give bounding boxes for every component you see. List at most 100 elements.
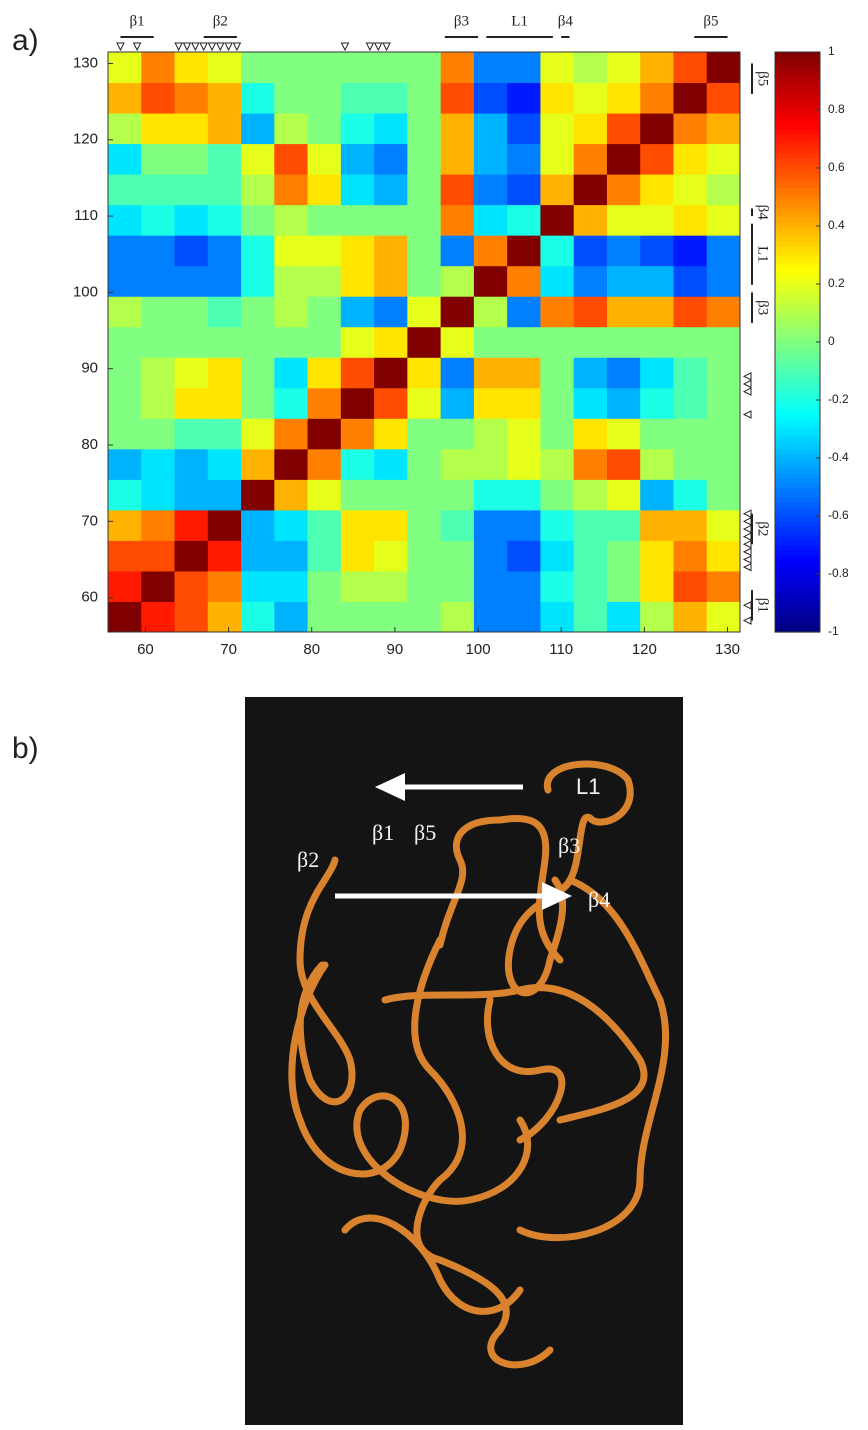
colorbar-segment [775,511,820,516]
heatmap-cell [374,83,408,114]
heatmap-cell [141,113,175,144]
heatmap-cell [407,571,441,602]
colorbar-segment [775,526,820,531]
colorbar-segment [775,226,820,231]
heatmap-cell [208,388,242,419]
colorbar-tick-label: -0.2 [828,392,849,406]
colorbar-segment [775,105,820,110]
heatmap-cell [507,174,541,205]
heatmap-cell [707,601,741,632]
colorbar-tick-label: 0.4 [828,218,845,232]
heatmap-cell [574,601,608,632]
heatmap-cell [474,449,508,480]
heatmap-cell [374,52,408,83]
heatmap-cell [574,235,608,266]
heatmap-cell [241,52,275,83]
heatmap-cell [407,144,441,175]
heatmap-cell [308,601,342,632]
heatmap-cell [208,510,242,541]
colorbar-segment [775,410,820,415]
heatmap-cell [141,357,175,388]
heatmap-cell [274,174,308,205]
heatmap-cell [208,571,242,602]
heatmap-cell [640,205,674,236]
heatmap-cell [407,357,441,388]
marker [208,43,215,50]
colorbar-segment [775,279,820,284]
heatmap-cell [673,510,707,541]
heatmap-cell [640,327,674,358]
structure-label: β1 [130,13,145,29]
structure-label: β4 [558,13,574,29]
marker [217,43,224,50]
structure-label: L1 [755,246,771,263]
heatmap-cell [341,540,375,571]
heatmap-cell [208,113,242,144]
marker [184,43,191,50]
heatmap-cell [474,144,508,175]
heatmap-cell [640,174,674,205]
heatmap-cell [540,571,574,602]
colorbar-segment [775,274,820,279]
colorbar-segment [775,216,820,221]
heatmap-cell [574,479,608,510]
colorbar-segment [775,337,820,342]
colorbar-segment [775,589,820,594]
heatmap-cell [574,357,608,388]
heatmap-cell [540,296,574,327]
heatmap-cell [607,510,641,541]
heatmap-cell [175,449,209,480]
heatmap-cell [607,357,641,388]
heatmap-cell [474,357,508,388]
marker [744,380,751,387]
heatmap-cell [108,418,142,449]
marker [744,518,751,525]
heatmap-cell [474,235,508,266]
heatmap-cell [175,327,209,358]
heatmap-cell [274,571,308,602]
heatmap-cell [707,540,741,571]
marker [233,43,240,50]
heatmap-cell [474,113,508,144]
x-tick-label: 100 [466,641,491,658]
heatmap-cell [407,174,441,205]
heatmap-cell [241,174,275,205]
heatmap-cell [241,235,275,266]
heatmap-cell [374,357,408,388]
colorbar-segment [775,352,820,357]
heatmap-cell [241,449,275,480]
colorbar-segment [775,342,820,347]
marker [744,548,751,555]
heatmap-cell [640,479,674,510]
heatmap-cell [540,510,574,541]
heatmap-cell [341,510,375,541]
heatmap-cell [441,479,475,510]
heatmap-cell [241,388,275,419]
heatmap-cell [341,388,375,419]
heatmap-cell [175,144,209,175]
colorbar-segment [775,149,820,154]
page: a) b) 6070809010011012013060708090100110… [0,0,868,1425]
colorbar-segment [775,371,820,376]
heatmap-cell [208,266,242,297]
heatmap-cell [707,205,741,236]
colorbar-segment [775,120,820,125]
colorbar-segment [775,564,820,569]
heatmap-cell [108,571,142,602]
heatmap-cell [208,174,242,205]
colorbar-segment [775,255,820,260]
heatmap-cell [441,327,475,358]
heatmap-cell [308,205,342,236]
heatmap-cell [108,540,142,571]
heatmap-cell [607,205,641,236]
heatmap-cell [341,113,375,144]
heatmap-cell [673,418,707,449]
heatmap-cell [507,571,541,602]
heatmap-cell [141,479,175,510]
heatmap-cell [374,174,408,205]
heatmap-cell [374,205,408,236]
heatmap-cell [574,205,608,236]
colorbar-segment [775,415,820,420]
marker [744,533,751,540]
heatmap-cell [308,449,342,480]
